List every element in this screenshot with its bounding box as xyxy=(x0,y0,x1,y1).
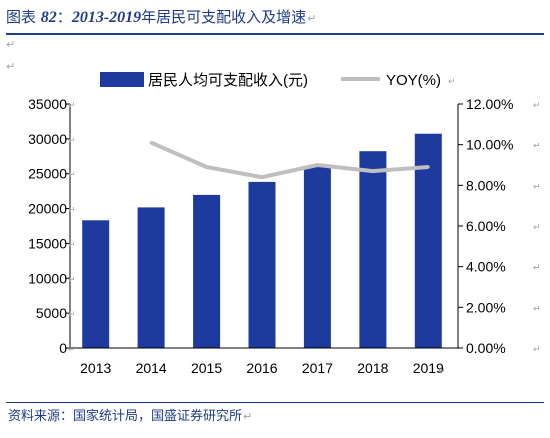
paragraph-mark-icon: ↵ xyxy=(68,170,76,180)
paragraph-mark-icon: ↵ xyxy=(533,181,541,191)
right-tick-label: 10.00% xyxy=(466,137,513,153)
bar-2013 xyxy=(82,220,110,348)
x-tick-label: 2017 xyxy=(302,360,333,376)
yoy-point-2014 xyxy=(149,141,153,145)
paragraph-mark-icon: ↵ xyxy=(533,222,541,232)
right-tick-label: 12.00% xyxy=(466,96,513,112)
yoy-point-2017 xyxy=(315,163,319,167)
top-rule xyxy=(6,33,544,35)
chart-axes: 0 ↵5000 ↵10000 ↵15000 ↵20000 ↵25000 ↵30000 ↵350… xyxy=(28,96,540,376)
yoy-point-2016 xyxy=(260,175,264,179)
paragraph-mark-icon: ↵ xyxy=(533,263,541,273)
left-tick-label: 25000 xyxy=(28,166,67,182)
x-tick-label: 2013 xyxy=(80,360,111,376)
paragraph-mark-icon: ↵ xyxy=(6,38,16,51)
paragraph-mark-icon: ↵ xyxy=(307,12,317,25)
figure-separator: ： xyxy=(56,8,72,26)
paragraph-mark-icon: ↵ xyxy=(243,410,253,423)
left-tick-label: 30000 xyxy=(28,131,67,147)
paragraph-mark-icon: ↵ xyxy=(448,76,456,86)
x-tick-label: 2016 xyxy=(246,360,277,376)
right-tick-label: 6.00% xyxy=(466,218,506,234)
yoy-point-2015 xyxy=(205,165,209,169)
bar-2018 xyxy=(359,151,387,348)
left-tick-label: 20000 xyxy=(28,201,67,217)
right-tick-label: 2.00% xyxy=(466,299,506,315)
paragraph-mark-icon: ↵ xyxy=(533,141,541,151)
yoy-line xyxy=(150,140,429,180)
x-tick-label: 2014 xyxy=(136,360,167,376)
paragraph-mark-icon: ↵ xyxy=(6,60,16,73)
paragraph-mark-icon: ↵ xyxy=(68,344,76,354)
x-tick-label: 2018 xyxy=(357,360,388,376)
paragraph-mark-icon: ↵ xyxy=(68,100,76,110)
paragraph-mark-icon: ↵ xyxy=(68,205,76,215)
paragraph-mark-icon: ↵ xyxy=(438,366,446,376)
paragraph-mark-icon: ↵ xyxy=(68,274,76,284)
line-series xyxy=(149,140,430,180)
source-note: 资料来源：国家统计局，国盛证券研究所↵ xyxy=(8,406,252,428)
left-tick-label: 5000 xyxy=(36,305,67,321)
right-tick-label: 8.00% xyxy=(466,177,506,193)
bar-2015 xyxy=(193,194,221,348)
left-tick-label: 15000 xyxy=(28,235,67,251)
bottom-rule xyxy=(6,402,544,403)
paragraph-mark-icon: ↵ xyxy=(68,309,76,319)
right-tick-label: 4.00% xyxy=(466,259,506,275)
x-tick-label: 2015 xyxy=(191,360,222,376)
source-text: 资料来源：国家统计局，国盛证券研究所 xyxy=(8,409,243,424)
left-tick-label: 35000 xyxy=(28,96,67,112)
bar-2017 xyxy=(303,166,331,348)
left-tick-label: 10000 xyxy=(28,270,67,286)
legend-swatch-bar xyxy=(100,72,144,87)
figure-label: 图表 xyxy=(6,8,37,26)
bar-2014 xyxy=(137,207,165,348)
figure-number: 82 xyxy=(40,9,57,26)
income-chart: 居民人均可支配收入(元) YOY(%) ↵ 0 ↵5000 ↵10000 ↵15000 ↵2… xyxy=(28,72,541,376)
bar-series xyxy=(82,133,442,348)
paragraph-mark-icon: ↵ xyxy=(68,135,76,145)
figure-caption: 年居民可支配收入及增速 xyxy=(141,8,307,26)
yoy-point-2018 xyxy=(371,169,375,173)
legend-label-line: YOY(%) xyxy=(386,72,441,89)
left-tick-label: 0 xyxy=(59,340,67,356)
legend-label-bar: 居民人均可支配收入(元) xyxy=(148,72,308,89)
chart-legend: 居民人均可支配收入(元) YOY(%) ↵ xyxy=(100,72,456,89)
paragraph-mark-icon: ↵ xyxy=(533,344,541,354)
figure-title: 图表 82：2013-2019年居民可支配收入及增速↵ xyxy=(6,4,316,30)
paragraph-mark-icon: ↵ xyxy=(533,303,541,313)
right-tick-label: 0.00% xyxy=(466,340,506,356)
paragraph-mark-icon: ↵ xyxy=(533,100,541,110)
bar-2016 xyxy=(248,181,276,348)
paragraph-mark-icon: ↵ xyxy=(68,239,76,249)
yoy-point-2019 xyxy=(426,165,430,169)
x-tick-label: 2019 xyxy=(413,360,444,376)
figure-years: 2013-2019 xyxy=(71,9,142,26)
